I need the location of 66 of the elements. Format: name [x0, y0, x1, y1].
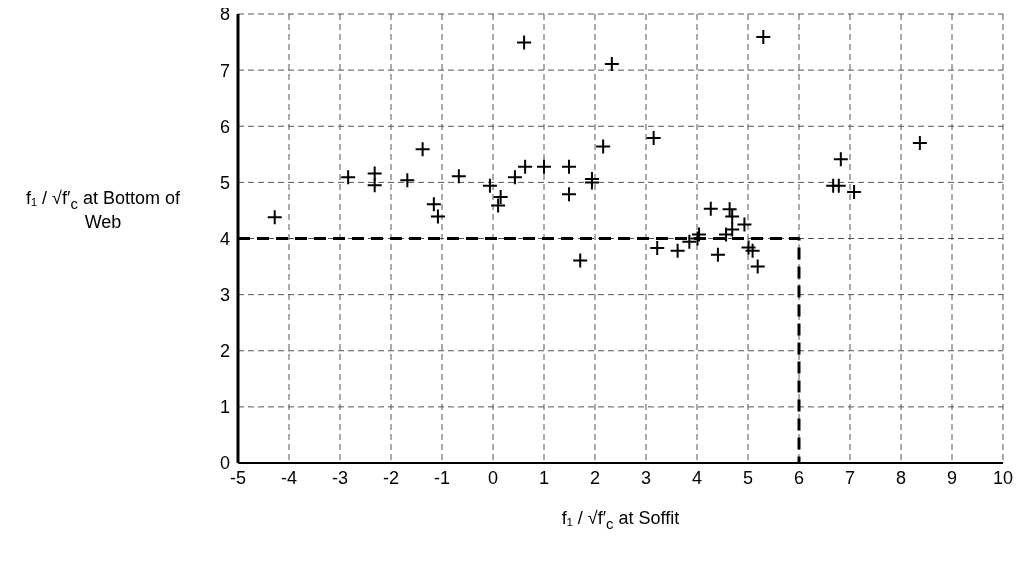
point: [721, 201, 738, 218]
point: [702, 200, 719, 217]
x-tick-label: 3: [640, 467, 652, 488]
point: [749, 258, 766, 275]
point: [414, 141, 431, 158]
y-axis-title: f₁ / √f′$_{c}$ at Bottom of Web: [26, 188, 180, 232]
x-axis-title: f₁ / √f′$_{c}$ at Soffit: [561, 508, 680, 532]
point: [911, 135, 928, 152]
x-tick-label: 10: [992, 467, 1014, 488]
y-tick-label: 4: [219, 228, 230, 249]
y-tick-label: 8: [219, 4, 230, 25]
point: [603, 55, 620, 72]
x-tick-label: 6: [793, 467, 805, 488]
point: [681, 233, 698, 250]
x-tick-label: -5: [229, 467, 247, 488]
x-tick-label: -4: [280, 467, 298, 488]
point: [560, 186, 577, 203]
point: [425, 196, 442, 213]
point: [724, 208, 741, 225]
point: [595, 138, 612, 155]
point: [536, 158, 552, 175]
y-tick-label: 3: [219, 285, 230, 306]
x-tick-label: -2: [382, 467, 400, 488]
point: [450, 168, 467, 185]
point: [736, 216, 753, 233]
y-tick-label: 2: [219, 341, 230, 362]
point: [755, 29, 772, 46]
x-tick-label: 2: [589, 467, 601, 488]
point: [669, 242, 686, 259]
y-tick-label: 0: [219, 453, 230, 474]
x-tick-label: 4: [691, 467, 703, 488]
point: [830, 177, 847, 194]
y-tick-label: 6: [219, 116, 230, 137]
point: [724, 221, 741, 238]
y-tick-label: 1: [219, 397, 230, 418]
point: [516, 34, 533, 51]
x-tick-label: 9: [946, 467, 958, 488]
y-tick-label: 5: [219, 172, 230, 193]
x-tick-label: 7: [844, 467, 856, 488]
point: [399, 172, 416, 189]
point: [366, 177, 383, 194]
x-tick-label: 8: [895, 467, 907, 488]
point: [560, 158, 577, 175]
point: [572, 252, 589, 269]
point: [649, 240, 666, 257]
point: [340, 169, 357, 186]
point: [429, 208, 446, 225]
x-tick-label: 0: [487, 467, 499, 488]
point: [691, 226, 708, 243]
point: [481, 177, 498, 194]
point: [645, 130, 662, 147]
point: [490, 197, 507, 214]
point: [506, 169, 523, 186]
x-tick-label: -1: [433, 467, 451, 488]
y-tick-label: 7: [219, 60, 230, 81]
x-tick-label: 5: [742, 467, 754, 488]
point: [740, 239, 757, 256]
point: [744, 242, 761, 259]
x-tick-label: -3: [331, 467, 349, 488]
point: [266, 209, 283, 226]
point: [846, 183, 863, 200]
x-tick-label: 1: [538, 467, 550, 488]
point: [709, 246, 726, 263]
point: [492, 188, 509, 205]
point: [832, 151, 849, 168]
point: [517, 158, 534, 175]
